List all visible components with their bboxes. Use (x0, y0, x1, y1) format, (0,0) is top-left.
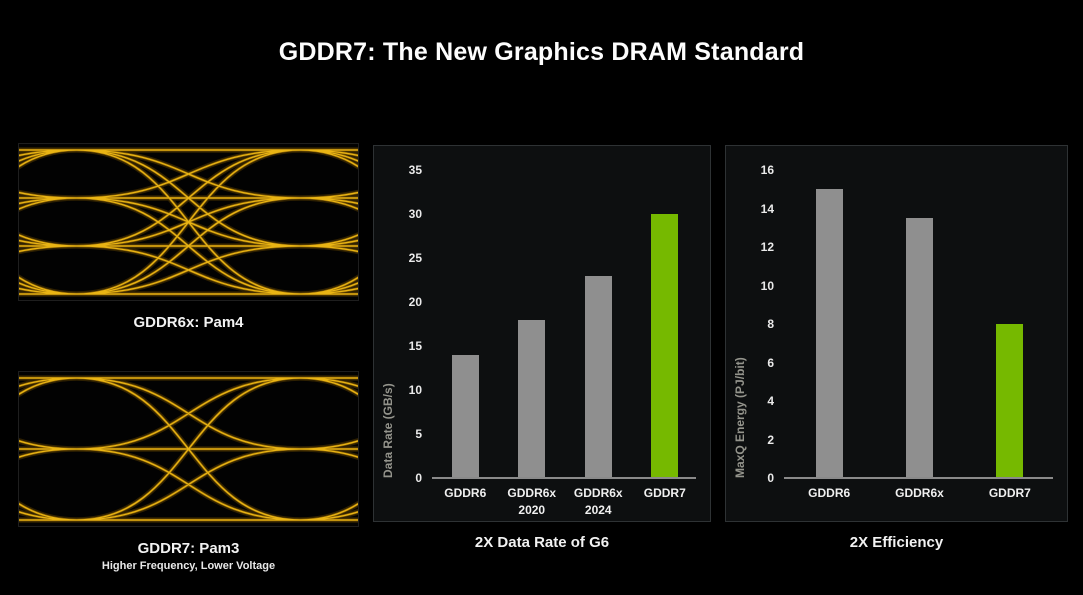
x-labels: GDDR6 GDDR6x 2020 GDDR6x 2024 GDDR7 (432, 485, 698, 520)
y-tick-0: 0 (415, 471, 422, 485)
x-label-gddr6x: GDDR6x (895, 486, 944, 500)
y-tick-15: 15 (408, 339, 422, 353)
data-rate-chart-caption: 2X Data Rate of G6 (474, 534, 610, 551)
y-tick-10: 10 (408, 383, 422, 397)
bar-slot (632, 170, 699, 478)
efficiency-chart-caption: 2X Efficiency (849, 534, 944, 551)
eye-diagram-column: GDDR6x: Pam4 GDDR7: Pam3 Higher Frequenc… (18, 143, 359, 572)
x-label-gddr6: GDDR6 (808, 486, 851, 500)
bar-slot (784, 170, 874, 478)
eye-caption-pam4: GDDR6x: Pam4 (133, 314, 244, 331)
eye-caption-pam3: GDDR7: Pam3 (137, 540, 240, 557)
eye-diagram-pam3 (18, 371, 359, 527)
y-tick-6: 6 (767, 355, 774, 370)
bar-slot (432, 170, 499, 478)
x-label-gddr7: GDDR7 (988, 486, 1031, 500)
data-rate-chart-section: Data Rate (GB/s) 0 5 10 15 20 25 30 35 GDDR6 GDD… (373, 145, 711, 551)
y-tick-2: 2 (767, 432, 774, 447)
y-tick-16: 16 (760, 163, 774, 177)
efficiency-chart-section: MaxQ Energy (PJ/bit) 0 2 4 6 8 10 12 14 16 GDDR6… (725, 145, 1068, 551)
bars (432, 170, 698, 478)
eye-diagram-svg (19, 147, 358, 297)
bar-gddr6 (451, 354, 479, 478)
y-tick-5: 5 (415, 427, 422, 441)
y-tick-20: 20 (408, 295, 422, 309)
x-label-gddr6x-2024: GDDR6x 2024 (573, 486, 623, 518)
bar-slot (565, 170, 632, 478)
data-rate-plot-area (432, 170, 698, 479)
bar-slot (499, 170, 566, 478)
x-labels: GDDR6 GDDR6x GDDR7 (784, 485, 1055, 513)
bar-gddr6 (815, 189, 843, 478)
eye-diagram-pam4 (18, 143, 359, 301)
eye-figure-pam4: GDDR6x: Pam4 (18, 143, 359, 331)
y-tick-4: 4 (767, 394, 774, 408)
y-tick-25: 25 (408, 251, 422, 265)
page-title: GDDR7: The New Graphics DRAM Standard (278, 38, 805, 66)
eye-subcaption-pam3: Higher Frequency, Lower Voltage (101, 560, 276, 572)
bars (784, 170, 1055, 478)
bar-gddr6x-2024 (584, 275, 612, 478)
bar-gddr7 (996, 324, 1024, 478)
data-rate-chart-body: 0 5 10 15 20 25 30 35 GDDR6 GDDR6x 2020 GDDR6x 20… (400, 164, 698, 517)
efficiency-chart-panel: MaxQ Energy (PJ/bit) 0 2 4 6 8 10 12 14 16 GDDR6… (725, 145, 1068, 522)
y-tick-35: 35 (408, 163, 422, 177)
y-tick-30: 30 (408, 207, 422, 221)
x-axis-baseline (784, 477, 1053, 479)
bar-gddr7 (651, 214, 679, 478)
data-rate-chart-panel: Data Rate (GB/s) 0 5 10 15 20 25 30 35 GDDR6 GDD… (373, 145, 711, 522)
efficiency-plot-area (784, 170, 1055, 479)
efficiency-y-axis-title: MaxQ Energy (PJ/bit) (733, 357, 747, 478)
y-tick-10: 10 (760, 278, 774, 293)
bar-gddr6x-2020 (518, 319, 546, 478)
y-tick-14: 14 (760, 201, 774, 216)
x-label-gddr6x-2020: GDDR6x 2020 (507, 486, 557, 518)
bar-gddr6x (905, 218, 933, 478)
x-label-gddr6: GDDR6 (444, 486, 487, 500)
y-tick-12: 12 (760, 240, 774, 254)
y-tick-8: 8 (767, 317, 774, 331)
bar-slot (874, 170, 964, 478)
bar-slot (965, 170, 1055, 478)
eye-diagram-svg (19, 375, 358, 523)
y-ticks: 0 5 10 15 20 25 30 35 (400, 164, 432, 484)
x-label-gddr7: GDDR7 (643, 486, 686, 500)
eye-figure-pam3: GDDR7: Pam3 Higher Frequency, Lower Volt… (18, 371, 359, 572)
x-axis-baseline (432, 477, 696, 479)
data-rate-y-axis-title: Data Rate (GB/s) (381, 383, 395, 478)
y-tick-0: 0 (767, 471, 774, 485)
efficiency-chart-body: 0 2 4 6 8 10 12 14 16 GDDR6 GDDR6x GDDR7 (752, 164, 1055, 513)
y-ticks: 0 2 4 6 8 10 12 14 16 (752, 164, 784, 484)
